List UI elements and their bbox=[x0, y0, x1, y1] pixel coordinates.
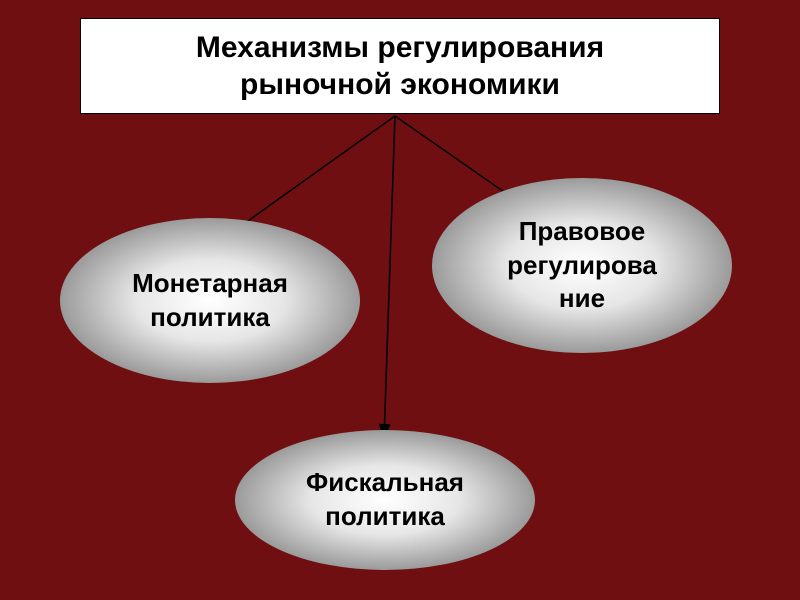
title-line-2: рыночной экономики bbox=[240, 68, 560, 101]
node-fiscal-policy: Фискальная политика bbox=[235, 430, 535, 570]
node-fiscal-policy-label: Фискальная политика bbox=[278, 466, 492, 534]
title-line-1: Механизмы регулирования bbox=[196, 31, 604, 64]
node-monetary-policy-label: Монетарная политика bbox=[104, 267, 316, 335]
node-legal-regulation: Правовое регулирова ние bbox=[432, 178, 732, 353]
node-legal-regulation-label: Правовое регулирова ние bbox=[479, 215, 685, 316]
diagram-title-box: Механизмы регулирования рыночной экономи… bbox=[80, 18, 720, 114]
node-monetary-policy: Монетарная политика bbox=[60, 218, 360, 383]
diagram-title-text: Механизмы регулирования рыночной экономи… bbox=[196, 29, 604, 104]
